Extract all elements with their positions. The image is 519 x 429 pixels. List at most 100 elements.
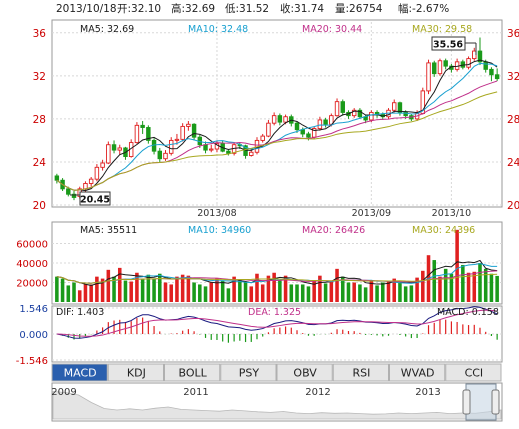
candle-body [168, 139, 174, 154]
macd-panel: DIF: 1.403 DEA: 1.325 MACD: 0.158 -1.546… [16, 304, 503, 367]
macd-dea-label: DEA: 1.325 [248, 307, 301, 318]
ma5-line [56, 59, 498, 192]
volume-bar [386, 280, 391, 302]
candle-body [477, 50, 483, 63]
tab-psy[interactable] [220, 363, 277, 382]
candle-body [100, 162, 105, 168]
vol-legend-ma10: MA10: 34960 [188, 225, 251, 236]
macd-y-tick-label: 1.546 [19, 304, 48, 315]
volume-bar [163, 282, 168, 302]
price-x-tick-label: 2013/08 [197, 208, 236, 219]
candle-body [317, 119, 323, 130]
candle-body [266, 122, 271, 137]
tab-kdj[interactable] [107, 363, 164, 382]
tab-rsi[interactable] [332, 363, 389, 382]
high-annotation: 35.56 [433, 40, 463, 51]
volume-bar [186, 275, 191, 302]
candle-body [203, 144, 208, 151]
volume-bar [438, 276, 442, 302]
volume-bar [158, 273, 162, 302]
price-y-tick-label-right: 24 [507, 157, 519, 169]
candle-body [443, 60, 448, 67]
overview-right-handle[interactable] [491, 389, 500, 415]
candle-body [494, 74, 500, 80]
volume-bar [209, 282, 214, 302]
candle-body [191, 123, 197, 138]
vol-legend-ma20: MA20: 26426 [302, 225, 365, 236]
tab-label-cci[interactable]: CCI [465, 367, 484, 380]
tab-label-boll[interactable]: BOLL [178, 367, 207, 380]
overview-strip: 2009 2011 2012 2013 [51, 382, 503, 422]
tab-macd[interactable] [51, 363, 108, 382]
volume-bar [352, 282, 356, 302]
volume-bar [295, 284, 299, 302]
header-close: 收:31.74 [280, 2, 324, 15]
candle-body [391, 102, 397, 111]
candle-body [111, 144, 117, 151]
volume-bar [455, 229, 459, 302]
volume-bar [152, 278, 156, 302]
overview-left-handle[interactable] [462, 389, 471, 415]
macd-y-tick-label: -1.546 [16, 356, 48, 367]
overview-price-area [52, 390, 502, 420]
price-y-ticks-left: 20 24 28 32 36 [33, 28, 47, 212]
volume-bar [335, 268, 339, 302]
tab-label-rsi[interactable]: RSI [352, 367, 370, 380]
candle-body [277, 115, 283, 123]
tab-obv[interactable] [276, 363, 333, 382]
volume-y-tick-label: 60000 [16, 240, 48, 251]
overview-year-label: 2011 [183, 387, 208, 398]
macd-value-label: MACD: 0.158 [437, 307, 499, 318]
volume-bar [278, 280, 282, 302]
price-y-tick-label-right: 28 [507, 114, 519, 126]
volume-bar [466, 272, 471, 302]
volume-bar [180, 274, 185, 302]
volume-bar [117, 267, 122, 302]
candle-body [351, 109, 357, 117]
tab-boll[interactable] [164, 363, 221, 382]
tab-label-macd[interactable]: MACD [64, 367, 97, 380]
candle-body [329, 115, 334, 125]
volume-bar [266, 275, 271, 302]
candle-body [323, 119, 328, 125]
volume-bar [260, 284, 265, 302]
tab-label-kdj[interactable]: KDJ [127, 367, 146, 380]
dea-line [56, 309, 498, 337]
volume-bar [255, 273, 259, 302]
volume-bar [238, 279, 242, 302]
tab-wvad[interactable] [389, 363, 446, 382]
volume-bar [318, 275, 322, 302]
tab-cci[interactable] [445, 363, 502, 382]
candle-body [397, 102, 403, 113]
volume-bar [289, 284, 294, 302]
candle-body [271, 115, 277, 124]
volume-bar [381, 282, 385, 302]
header-change: 幅:-2.67% [398, 2, 449, 15]
price-y-tick-label: 24 [33, 157, 47, 169]
candle-body [340, 101, 345, 113]
candle-body [489, 68, 494, 76]
volume-bar [461, 264, 465, 302]
tab-label-obv[interactable]: OBV [293, 367, 317, 380]
price-ma-lines [56, 59, 498, 192]
candle-body [71, 193, 77, 198]
candle-body [432, 62, 437, 75]
candle-body [186, 123, 191, 127]
header-volume: 量:26754 [335, 3, 383, 15]
tab-label-wvad[interactable]: WVAD [401, 367, 435, 380]
volume-bar [135, 272, 139, 302]
volume-bar [232, 276, 236, 302]
price-y-tick-label-right: 32 [507, 71, 519, 83]
candle-body [180, 125, 185, 140]
header-open: 开:32.10 [117, 3, 161, 15]
volume-bar [478, 263, 482, 302]
volume-bar [403, 286, 408, 302]
volume-bar [346, 282, 351, 302]
volume-y-tick-label: 40000 [16, 259, 48, 270]
price-panel: MA5: 32.69 MA10: 32.48 MA20: 30.44 MA30:… [33, 19, 519, 302]
candle-body [163, 152, 168, 160]
legend-ma20: MA20: 30.44 [302, 24, 362, 35]
tab-label-psy[interactable]: PSY [239, 367, 260, 380]
volume-panel: MA5: 35511 MA10: 34960 MA20: 26426 MA30:… [16, 221, 503, 305]
volume-bar [409, 285, 414, 302]
